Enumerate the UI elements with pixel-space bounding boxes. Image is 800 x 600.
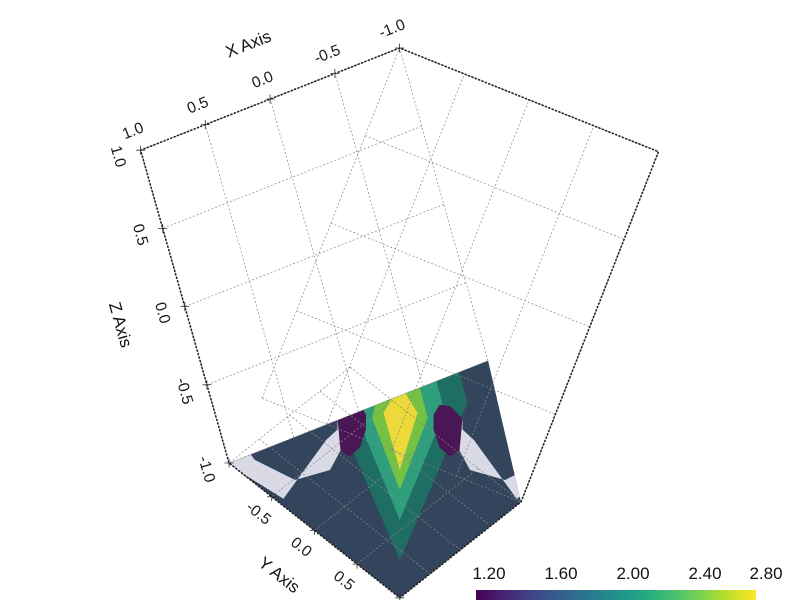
svg-text:1.0: 1.0 [120, 119, 147, 143]
svg-text:2.40: 2.40 [688, 564, 721, 583]
svg-text:1.60: 1.60 [544, 564, 577, 583]
svg-text:0.5: 0.5 [129, 222, 151, 247]
svg-text:Z Axis: Z Axis [105, 300, 136, 350]
svg-text:-1.0: -1.0 [194, 454, 218, 485]
svg-text:X Axis: X Axis [223, 27, 274, 62]
svg-text:2.80: 2.80 [749, 564, 782, 583]
svg-text:0.0: 0.0 [151, 300, 173, 326]
svg-text:-0.5: -0.5 [243, 499, 275, 529]
svg-text:1.0: 1.0 [107, 144, 129, 170]
svg-text:1.20: 1.20 [472, 564, 505, 583]
svg-text:-0.5: -0.5 [312, 42, 343, 68]
svg-text:-0.5: -0.5 [172, 376, 196, 406]
svg-text:2.00: 2.00 [616, 564, 649, 583]
svg-text:-1.0: -1.0 [377, 16, 408, 42]
svg-text:Y Axis: Y Axis [255, 553, 304, 597]
svg-text:0.5: 0.5 [185, 94, 211, 118]
svg-text:0.0: 0.0 [250, 68, 277, 92]
svg-text:0.0: 0.0 [287, 534, 315, 561]
svg-text:0.5: 0.5 [330, 568, 357, 595]
